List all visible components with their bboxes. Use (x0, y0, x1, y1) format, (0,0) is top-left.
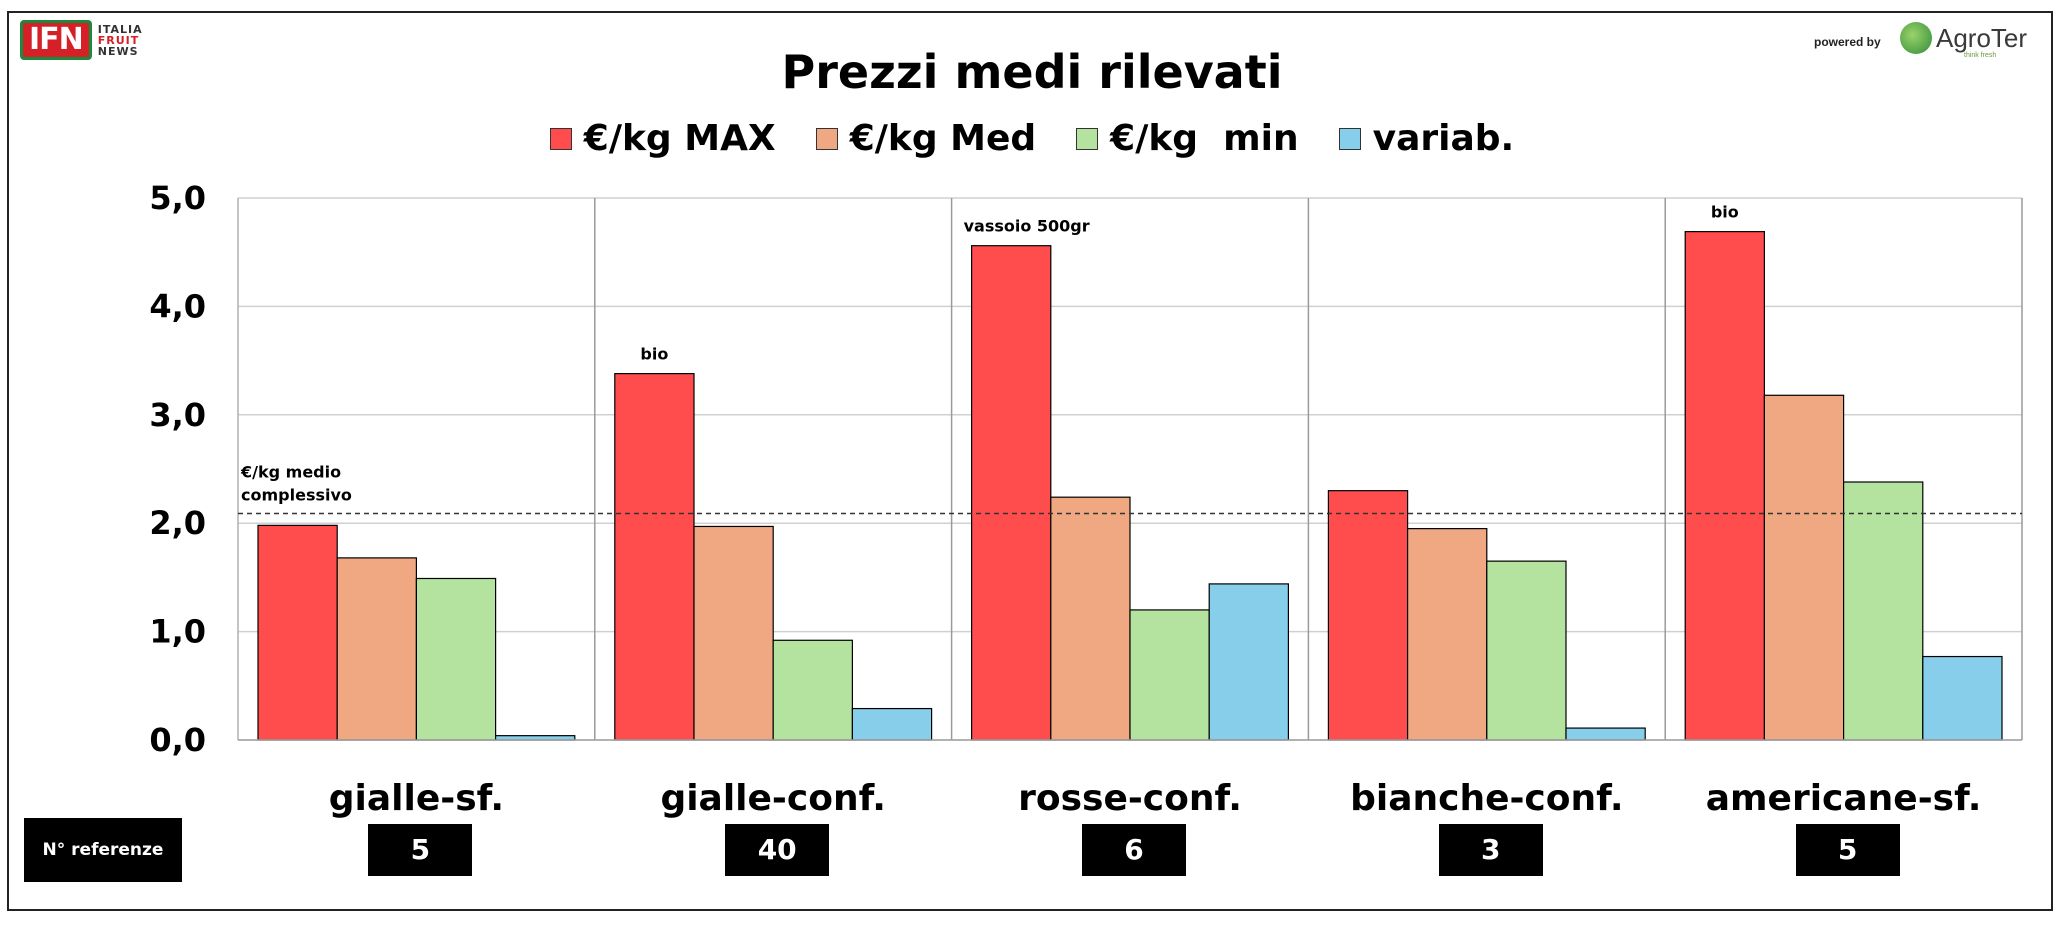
legend-label-variab: variab. (1372, 118, 1515, 159)
agroter-logo-name: AgroTer (1936, 22, 2028, 53)
ifn-logo-mark: IFN (20, 20, 92, 60)
agroter-logo: AgroTer think fresh (1900, 22, 2028, 59)
legend-swatch-min (1076, 127, 1099, 150)
y-tick-label: 2,0 (149, 504, 206, 542)
bar-max (1684, 231, 1765, 741)
bar-variab (1565, 727, 1646, 741)
legend-swatch-max (549, 127, 572, 150)
ifn-logo-line-3: NEWS (97, 44, 139, 58)
bar-max (1327, 490, 1409, 741)
legend-label-med: €/kg Med (849, 118, 1037, 159)
y-tick-label: 0,0 (149, 721, 206, 759)
bar-min (1129, 609, 1210, 741)
bar-annotation: vassoio 500gr (964, 217, 1090, 236)
y-tick-label: 3,0 (149, 396, 206, 434)
legend-item-min: €/kg min (1076, 118, 1299, 159)
bar-annotation: bio (1711, 203, 1739, 222)
bar-max (614, 373, 695, 741)
references-label: N° referenze (24, 818, 182, 882)
bar-min (772, 639, 854, 741)
y-tick-label: 1,0 (149, 613, 206, 651)
legend-item-med: €/kg Med (815, 118, 1037, 159)
bar-annotation: bio (640, 345, 668, 364)
x-tick-label: bianche-conf. (1350, 778, 1623, 819)
bar-med (1050, 496, 1131, 741)
references-count-badge: 6 (1082, 824, 1186, 876)
references-count-badge: 5 (1795, 824, 1900, 876)
bar-max (257, 524, 338, 741)
legend-label-min: €/kg min (1110, 118, 1299, 159)
average-line-label: complessivo (241, 485, 352, 504)
ifn-logo: IFN ITALIA FRUIT NEWS (20, 20, 143, 60)
bar-variab (1208, 583, 1289, 741)
x-tick-label: rosse-conf. (1018, 778, 1242, 819)
x-tick-label: gialle-conf. (660, 778, 886, 819)
bar-max (970, 245, 1052, 741)
powered-by-label: powered by (1814, 35, 1881, 49)
bar-med (1763, 394, 1845, 741)
references-count-badge: 40 (725, 824, 830, 876)
average-line-label: €/kg medio (240, 462, 341, 481)
references-count-badge: 3 (1438, 824, 1543, 876)
x-tick-label: gialle-sf. (329, 778, 504, 819)
x-tick-label: americane-sf. (1706, 778, 1982, 819)
y-tick-label: 4,0 (149, 287, 206, 325)
bar-med (693, 525, 774, 741)
agroter-globe-icon (1900, 22, 1932, 54)
chart-title: Prezzi medi rilevati (781, 45, 1283, 99)
bar-min (1842, 481, 1924, 741)
bar-min (1486, 560, 1567, 741)
bar-med (336, 557, 418, 741)
legend-swatch-med (815, 127, 838, 150)
bar-variab (1922, 655, 2003, 741)
ifn-logo-line-1: ITALIA (97, 22, 143, 36)
chart-legend: €/kg MAX €/kg Med €/kg min variab. (0, 118, 2064, 159)
legend-item-max: €/kg MAX (549, 118, 776, 159)
ifn-logo-line-2: FRUIT (97, 33, 140, 47)
legend-label-max: €/kg MAX (583, 118, 776, 159)
bar-med (1406, 528, 1488, 741)
chart-frame (7, 11, 2053, 911)
agroter-logo-tagline: think fresh (1964, 52, 1997, 59)
bar-min (415, 577, 497, 741)
y-tick-label: 5,0 (149, 179, 206, 217)
legend-swatch-variab (1338, 127, 1361, 150)
bar-variab (851, 707, 933, 741)
ifn-logo-text: ITALIA FRUIT NEWS (98, 24, 143, 57)
references-count-badge: 5 (368, 824, 473, 876)
legend-item-variab: variab. (1338, 118, 1515, 159)
